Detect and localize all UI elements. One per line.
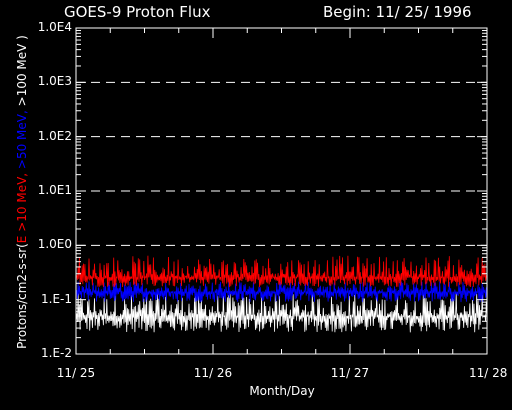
x-axis-label: Month/Day (249, 384, 315, 398)
y-tick-label: 1.0E2 (37, 128, 72, 143)
x-tick-label: 11/ 27 (330, 366, 370, 380)
x-tick-label: 11/ 26 (193, 366, 233, 380)
y-tick-label: 1.0E1 (37, 183, 72, 197)
y-tick-label: 1.0E3 (37, 74, 72, 89)
x-tick-label: 11/ 25 (56, 366, 96, 380)
series-line-e50 (75, 281, 488, 303)
chart-title: GOES-9 Proton Flux (64, 3, 211, 21)
x-tick-label: 11/ 28 (469, 366, 508, 380)
series-line-e100 (75, 293, 488, 333)
y-tick-label: 1.0E4 (37, 20, 72, 34)
y-tick-label: 1.E-2 (41, 346, 72, 360)
y-tick-label: 1.E-1 (41, 291, 72, 306)
begin-date: Begin: 11/ 25/ 1996 (323, 3, 472, 21)
series-line-e10 (75, 255, 488, 288)
y-tick-label: 1.0E0 (37, 237, 72, 252)
